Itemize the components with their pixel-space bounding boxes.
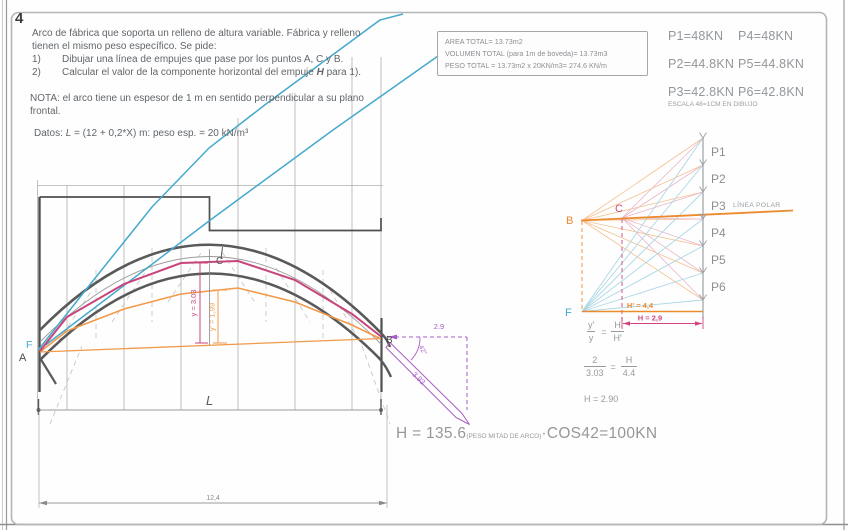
- task-2-text-post: para 1).: [323, 67, 362, 78]
- task-2-variable-h: H: [316, 67, 324, 78]
- poly-p5: P5: [711, 253, 726, 267]
- label-c: C: [216, 256, 223, 267]
- poly-p3: P3: [711, 199, 726, 213]
- datos-post: = (12 + 0,2*X) m: peso esp. = 20 kN/m³: [71, 128, 249, 139]
- h-label: H = 2,9: [638, 314, 662, 323]
- label-l: L: [206, 393, 213, 408]
- label-b: B: [386, 335, 393, 346]
- load-value-p2: P2=44.8KN: [668, 57, 735, 71]
- eq2-right-den: 4.4: [620, 366, 638, 378]
- linea-polar-label: LÍNEA POLAR: [733, 200, 781, 209]
- eq2-left-num: 2: [592, 355, 598, 365]
- poly-p2: P2: [711, 172, 726, 186]
- eq1-left-num: y': [588, 320, 595, 330]
- poly-label-c: C: [615, 203, 623, 215]
- eq2-left-den: 3.03: [584, 366, 606, 378]
- eq2-right-num: H: [625, 355, 633, 365]
- nota-line-1: NOTA: el arco tiene un espesor de 1 m en…: [30, 93, 364, 104]
- datos-line: Datos: L = (12 + 0,2*X) m: peso esp. = 2…: [34, 127, 248, 140]
- polar-line: [580, 209, 794, 222]
- trial-funicular-cyan: [38, 13, 456, 351]
- eq1-right-fraction: H H': [611, 320, 624, 343]
- eq2-equals: =: [610, 361, 616, 372]
- datos-variable-l: L: [65, 128, 72, 139]
- fill-profile: [38, 196, 383, 392]
- h-prime-label: H' = 4,4: [627, 301, 654, 310]
- totals-box: AREA TOTAL= 13.73m2 VOLUMEN TOTAL (para …: [437, 31, 648, 76]
- task-1-text: Dibujar una línea de empujes que pase po…: [62, 54, 344, 65]
- vector-angle-label: 42°: [417, 344, 429, 357]
- formula-tail: ·COS42=100KN: [541, 425, 658, 442]
- equation-result: H = 2.90: [584, 394, 619, 404]
- dim-span-label: 12,4: [206, 495, 220, 502]
- eq1-left-den: y: [586, 331, 596, 343]
- dim-y: [195, 262, 208, 344]
- task-item-1: 1) Dibujar una línea de empujes que pase …: [32, 53, 343, 66]
- formula-lead: H = 135.6: [396, 425, 467, 442]
- eq2-left-fraction: 2 3.03: [584, 355, 606, 378]
- c-tick: [220, 246, 223, 260]
- reaction-vector: [385, 334, 470, 425]
- rays-from-c: [621, 137, 704, 301]
- closing-line: [39, 337, 382, 353]
- poly-p6: P6: [711, 280, 726, 294]
- eq1-left-fraction: y' y: [586, 320, 596, 343]
- poly-label-f: F: [565, 307, 572, 319]
- task-2-number: 2): [32, 67, 41, 78]
- poly-p1: P1: [711, 145, 726, 159]
- eq1-right-num: H: [614, 320, 621, 330]
- equation-2: 2 3.03 = H 4.4: [584, 355, 638, 378]
- vector-29-label: 2.9: [434, 322, 444, 331]
- totals-area: AREA TOTAL= 13.73m2: [445, 37, 523, 46]
- dim-y-prime-label: y' = 1,99: [208, 303, 217, 331]
- load-value-p6: P6=42.8KN: [738, 85, 805, 99]
- load-value-p4: P4=48KN: [738, 29, 794, 43]
- inner-rounded-frame: [10, 11, 828, 526]
- formula-subscript: (PESO MITAD DE ARCO): [466, 433, 542, 440]
- statement-line-1: Arco de fábrica que soporta un relleno d…: [32, 28, 361, 39]
- equation-1: y' y = H H': [586, 320, 624, 343]
- poly-label-b: B: [566, 215, 573, 227]
- grid-lines: [37, 57, 383, 412]
- span-dim-124: [38, 405, 388, 508]
- formula-line: H = 135.6 (PESO MITAD DE ARCO) ·COS42=100K…: [396, 425, 657, 443]
- escala-note: ESCALA 48=1CM EN DIBUJO: [668, 101, 758, 108]
- load-value-p5: P5=44.8KN: [738, 57, 805, 71]
- totals-peso: PESO TOTAL = 13.73m2 x 20KN/m3= 274.6 KN…: [445, 61, 607, 70]
- task-item-2: 2) Calcular el valor de la componente hor…: [32, 66, 361, 79]
- eq1-right-den: H': [611, 331, 624, 343]
- statement-line-2: tienen el mismo peso específico. Se pide…: [32, 41, 217, 52]
- drawing-labels: F A B C: [19, 246, 393, 364]
- span-dim-l: [36, 399, 383, 415]
- eq2-right-fraction: H 4.4: [620, 355, 638, 378]
- load-line: [699, 132, 707, 318]
- dim-y-prime: [213, 289, 227, 344]
- label-f: F: [26, 339, 32, 351]
- rays-from-f: [581, 137, 704, 312]
- load-value-p1: P1=48KN: [668, 29, 724, 43]
- eq1-equals: =: [601, 326, 607, 337]
- page-number: 4: [15, 10, 24, 27]
- h-bracket: [621, 317, 704, 329]
- nota-line-2: frontal.: [30, 106, 61, 117]
- poly-p4: P4: [711, 226, 726, 240]
- label-a: A: [19, 352, 27, 364]
- dim-y-label: y = 3.03: [189, 290, 198, 317]
- vector-magnitude-label: 3.93: [410, 370, 427, 387]
- task-2-text-pre: Calcular el valor de la componente horiz…: [62, 67, 317, 78]
- totals-volumen: VOLUMEN TOTAL (para 1m de boveda)= 13.73…: [445, 49, 608, 58]
- task-1-number: 1): [32, 54, 41, 65]
- datos-pre: Datos:: [34, 128, 66, 139]
- load-value-p3: P3=42.8KN: [668, 85, 735, 99]
- force-polygon: B C F P1 P2 P3 P4 P5 P6 LÍNEA POLAR H' =…: [565, 132, 794, 329]
